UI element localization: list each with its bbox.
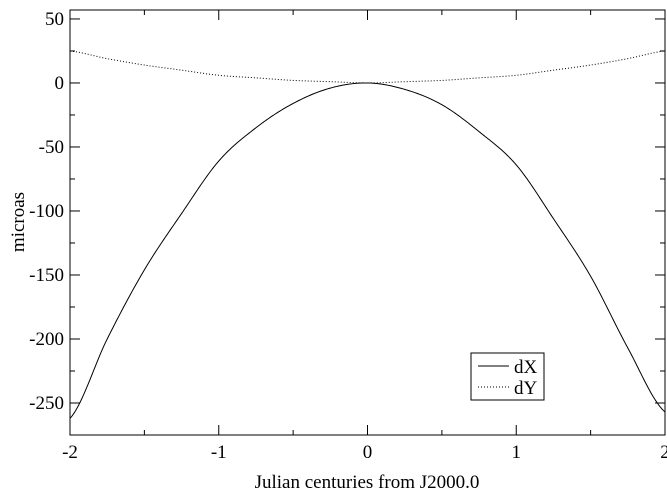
x-tick-label: 2 xyxy=(660,442,667,463)
y-tick-label: 0 xyxy=(55,73,65,94)
series-line-dy xyxy=(69,50,666,84)
axis-ticks: -2 -1 0 1 2 50 0 -50 -100 -150 -200 -250 xyxy=(29,9,667,463)
x-axis-title: Julian centuries from J2000.0 xyxy=(255,472,480,493)
x-tick-label: 0 xyxy=(363,442,373,463)
legend-label-dy: dY xyxy=(514,378,538,399)
legend-box xyxy=(470,352,545,401)
x-tick-label: -2 xyxy=(62,442,78,463)
legend: dX dY xyxy=(470,352,545,401)
x-tick-label: -1 xyxy=(211,442,227,463)
y-tick-label: -250 xyxy=(29,393,64,414)
y-axis-title: microas xyxy=(8,192,29,252)
y-tick-label: -200 xyxy=(29,329,64,350)
series-line-dx xyxy=(69,82,666,419)
legend-label-dx: dX xyxy=(514,357,538,378)
y-tick-label: -150 xyxy=(29,265,64,286)
y-tick-label: -50 xyxy=(39,137,64,158)
y-tick-label: 50 xyxy=(45,9,64,30)
plot-frame xyxy=(69,9,666,436)
x-tick-label: 1 xyxy=(512,442,522,463)
y-tick-label: -100 xyxy=(29,201,64,222)
series-lines xyxy=(69,50,666,419)
